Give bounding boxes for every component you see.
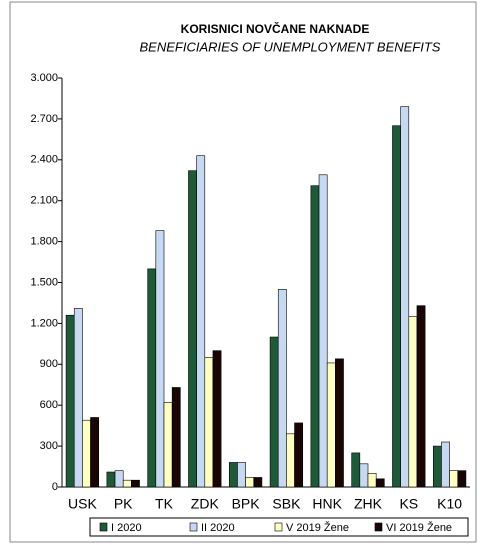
x-tick-label: USK: [68, 496, 97, 512]
legend-swatch: [374, 522, 383, 532]
y-tick-label: 900: [40, 358, 58, 370]
bar: [163, 402, 173, 488]
chart-subtitle: BENEFICIARIES OF UNEMPLOYMENT BENEFITS: [140, 39, 441, 54]
bar: [253, 477, 263, 488]
bar: [310, 185, 320, 488]
bar: [269, 336, 279, 488]
bar: [155, 230, 165, 488]
y-tick-label: 1.500: [30, 276, 58, 288]
x-tick-label: ZHK: [354, 496, 383, 512]
bar: [326, 362, 336, 488]
bar: [457, 470, 467, 488]
legend-swatch: [189, 522, 198, 532]
legend-label: V 2019 Žene: [286, 521, 349, 534]
bar: [212, 350, 222, 488]
legend-label: II 2020: [201, 522, 235, 534]
bar: [318, 174, 328, 488]
x-tick-label: ZDK: [191, 496, 220, 512]
bar: [375, 478, 385, 488]
bar: [237, 462, 246, 488]
legend-swatch: [274, 522, 283, 532]
bar: [106, 471, 116, 488]
chart-title: KORISNICI NOVČANE NAKNADE: [181, 21, 370, 36]
bar: [90, 417, 100, 488]
bar: [351, 452, 361, 488]
bar: [286, 433, 295, 488]
bar: [449, 470, 459, 488]
y-tick-label: 2.100: [30, 195, 58, 207]
bar: [188, 170, 197, 488]
y-tick-label: 300: [40, 440, 58, 452]
bar: [392, 125, 401, 488]
bar: [359, 463, 369, 488]
x-tick-label: SBK: [272, 496, 301, 512]
bar: [65, 314, 75, 488]
bar: [432, 445, 442, 488]
bar: [131, 479, 140, 488]
bar: [294, 422, 304, 488]
bar: [367, 473, 377, 488]
x-tick-label: HNK: [312, 496, 342, 512]
y-tick-label: 1.200: [30, 317, 58, 329]
x-tick-label: PK: [114, 496, 133, 512]
bar: [408, 316, 418, 488]
bar: [147, 268, 157, 488]
y-tick-label: 2.400: [30, 154, 58, 166]
bar: [204, 357, 214, 488]
legend-label: VI 2019 Žene: [386, 521, 452, 534]
bar: [277, 289, 287, 488]
y-tick-label: 2.700: [30, 113, 58, 125]
bar: [400, 106, 410, 488]
x-tick-label: K10: [437, 496, 462, 512]
bar: [82, 419, 91, 488]
bar: [114, 470, 124, 488]
y-tick-label: 0: [52, 481, 58, 493]
bar: [441, 441, 450, 488]
bar: [122, 479, 132, 488]
y-tick-label: 3.000: [30, 72, 58, 84]
bar: [171, 387, 181, 488]
bar: [335, 358, 344, 488]
y-tick-label: 1.800: [30, 236, 58, 248]
bar: [228, 462, 238, 488]
bar: [245, 477, 255, 488]
bar: [196, 155, 206, 488]
x-tick-label: TK: [155, 496, 174, 512]
x-tick-label: BPK: [232, 496, 261, 512]
x-tick-label: KS: [399, 496, 418, 512]
bar: [73, 308, 83, 488]
y-tick-label: 600: [40, 399, 58, 411]
bar: [416, 305, 426, 488]
legend-label: I 2020: [111, 522, 142, 534]
legend-swatch: [99, 522, 108, 532]
